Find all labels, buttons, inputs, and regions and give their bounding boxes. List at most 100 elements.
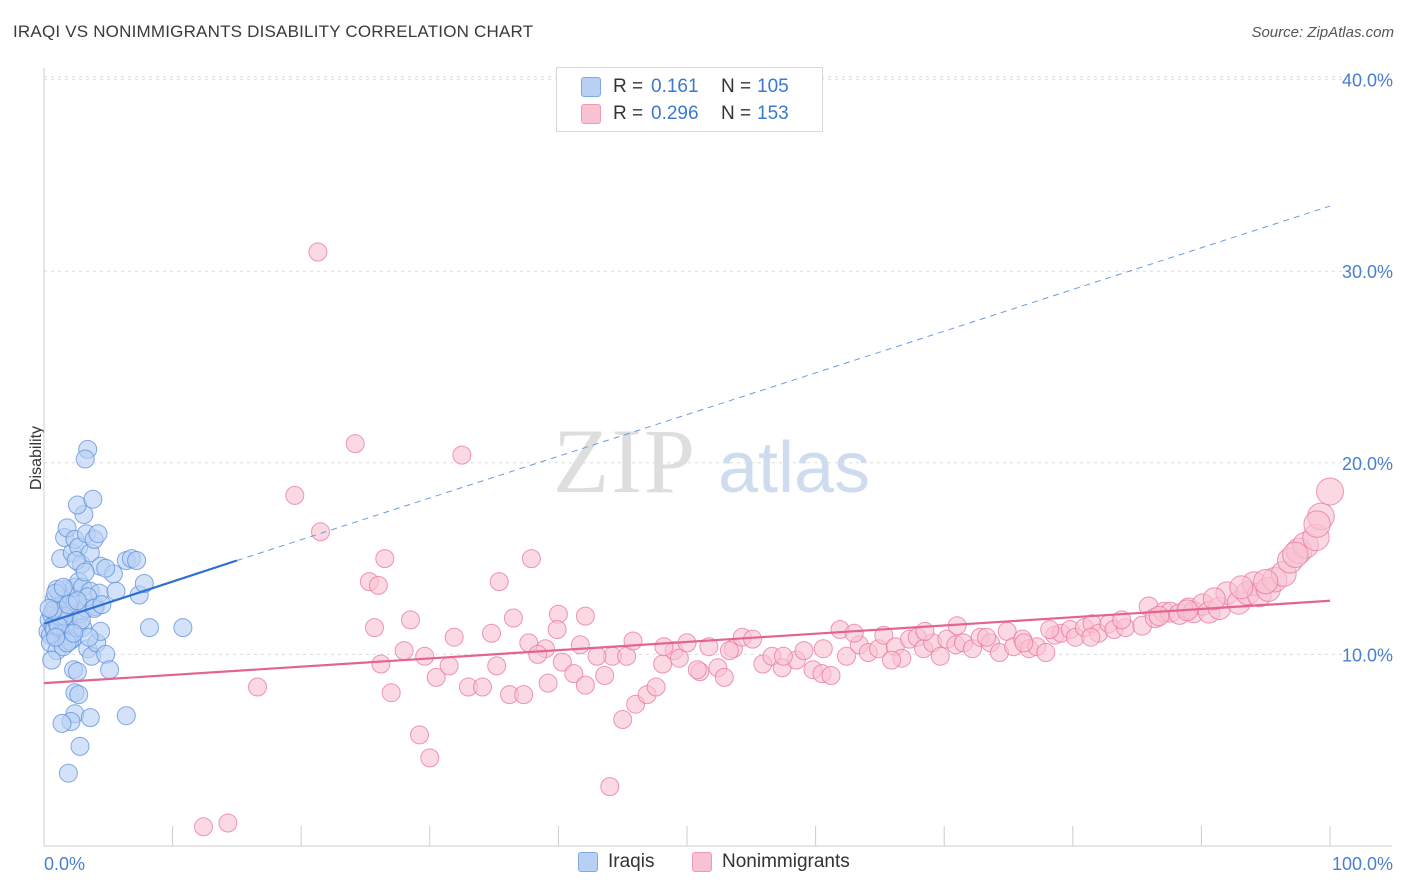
nonimmigrants-point [977, 627, 997, 647]
iraqis-point [58, 763, 78, 783]
y-tick-label: 10.0% [1342, 645, 1393, 665]
nonimmigrants-point [514, 685, 534, 705]
iraqis-point [75, 562, 95, 582]
legend-n-value: 105 [757, 76, 789, 97]
iraqis-point [80, 708, 100, 728]
x-tick-label: 0.0% [44, 854, 85, 874]
nonimmigrants-point [439, 656, 459, 676]
legend-n-value: 153 [757, 103, 789, 124]
legend-label-nonimmigrants: Nonimmigrants [722, 851, 850, 872]
legend-r-label: R = [613, 76, 644, 97]
nonimmigrants-point [394, 641, 414, 661]
nonimmigrants-point [575, 675, 595, 695]
bottom-legend-nonimmigrants[interactable]: Nonimmigrants [692, 851, 850, 873]
nonimmigrants-point [564, 664, 584, 684]
nonimmigrants-point [345, 434, 365, 454]
legend-r-value: 0.161 [651, 76, 699, 97]
nonimmigrants-point [687, 660, 707, 680]
legend: R = 0.161 N = 105 R = 0.296 N = 153 [556, 67, 823, 132]
nonimmigrants-point [600, 777, 620, 797]
iraqis-point [53, 577, 73, 597]
nonimmigrants-point [1316, 477, 1344, 506]
y-tick-label: 40.0% [1342, 71, 1393, 91]
nonimmigrants-point [410, 725, 429, 745]
nonimmigrants-point [587, 646, 607, 666]
iraqis-point [46, 627, 66, 647]
nonimmigrants-point [844, 623, 864, 643]
nonimmigrants-point [308, 242, 328, 262]
iraqis-point [39, 598, 59, 618]
iraqis-point [173, 618, 193, 638]
nonimmigrants-point [915, 621, 935, 641]
nonimmigrants-point [1036, 643, 1056, 662]
legend-r-label: R = [613, 103, 644, 124]
nonimmigrants-point [365, 618, 384, 638]
nonimmigrants-point [821, 666, 841, 685]
nonimmigrants-point [311, 522, 330, 542]
y-tick-label: 30.0% [1342, 262, 1393, 282]
legend-label-iraqis: Iraqis [608, 851, 655, 872]
iraqis-point [67, 662, 87, 682]
nonimmigrants-point [1303, 510, 1331, 538]
nonimmigrants-point [1081, 627, 1101, 647]
nonimmigrants-point [1282, 541, 1309, 568]
nonimmigrants-point [1229, 575, 1254, 600]
x-tick-label: 100.0% [1332, 854, 1393, 874]
nonimmigrants-point [489, 572, 509, 592]
nonimmigrants-point [285, 485, 305, 505]
iraqis-point [67, 591, 87, 611]
legend-row-iraqis: R = 0.161 N = 105 [581, 74, 789, 100]
legend-swatch-nonimmigrants [692, 852, 712, 872]
nonimmigrants-point [613, 710, 633, 729]
nonimmigrants-point [719, 641, 739, 661]
nonimmigrants-point [623, 631, 643, 651]
nonimmigrants-point [1148, 605, 1170, 627]
bottom-legend-iraqis[interactable]: Iraqis [578, 851, 654, 873]
legend-n-label: N = [721, 76, 752, 97]
iraqis-point [52, 713, 72, 733]
series-nonimmigrants [194, 242, 1344, 837]
legend-swatch-iraqis [578, 852, 598, 872]
nonimmigrants-point [646, 677, 666, 697]
trend-lines [43, 205, 1331, 685]
source-label: Source: ZipAtlas.com [1251, 24, 1394, 41]
nonimmigrants-point [482, 623, 501, 643]
nonimmigrants-point [1253, 569, 1279, 595]
nonimmigrants-point [444, 627, 464, 647]
y-tick-label: 20.0% [1342, 454, 1393, 474]
iraqis-point [96, 558, 116, 578]
nonimmigrants-point [473, 677, 492, 697]
nonimmigrants-point [547, 620, 567, 639]
nonimmigrants-point [773, 646, 793, 666]
nonimmigrants-point [415, 646, 435, 666]
nonimmigrants-point [420, 748, 440, 768]
iraqis-point [88, 524, 108, 544]
legend-swatch-iraqis [581, 77, 601, 97]
legend-row-nonimmigrants: R = 0.296 N = 153 [581, 101, 789, 127]
nonimmigrants-point [452, 445, 472, 465]
nonimmigrants-point [381, 683, 401, 703]
nonimmigrants-point [570, 635, 590, 655]
iraqis-point [75, 449, 95, 469]
nonimmigrants-point [595, 666, 615, 685]
nonimmigrants-point [538, 673, 558, 693]
nonimmigrants-point [426, 667, 446, 687]
nonimmigrants-point [1202, 587, 1226, 611]
bottom-legend: Iraqis Nonimmigrants [0, 851, 1406, 877]
series-iraqis [38, 439, 193, 783]
legend-swatch-nonimmigrants [581, 104, 601, 124]
watermark-atlas: atlas [718, 428, 870, 508]
legend-r-value: 0.296 [651, 103, 699, 124]
iraqis-point [100, 660, 120, 680]
tick-labels: 10.0% 20.0% 30.0% 40.0% 0.0% 100.0% [44, 71, 1393, 874]
iraqis-point [64, 623, 84, 643]
nonimmigrants-point [882, 650, 901, 670]
nonimmigrants-point [1014, 633, 1034, 653]
nonimmigrants-point [218, 813, 238, 833]
grid-lines [44, 76, 1392, 655]
nonimmigrants-point [699, 637, 719, 657]
watermark-zip: ZIP [553, 410, 697, 512]
iraqis-point [83, 489, 103, 509]
nonimmigrants-point [837, 646, 856, 666]
